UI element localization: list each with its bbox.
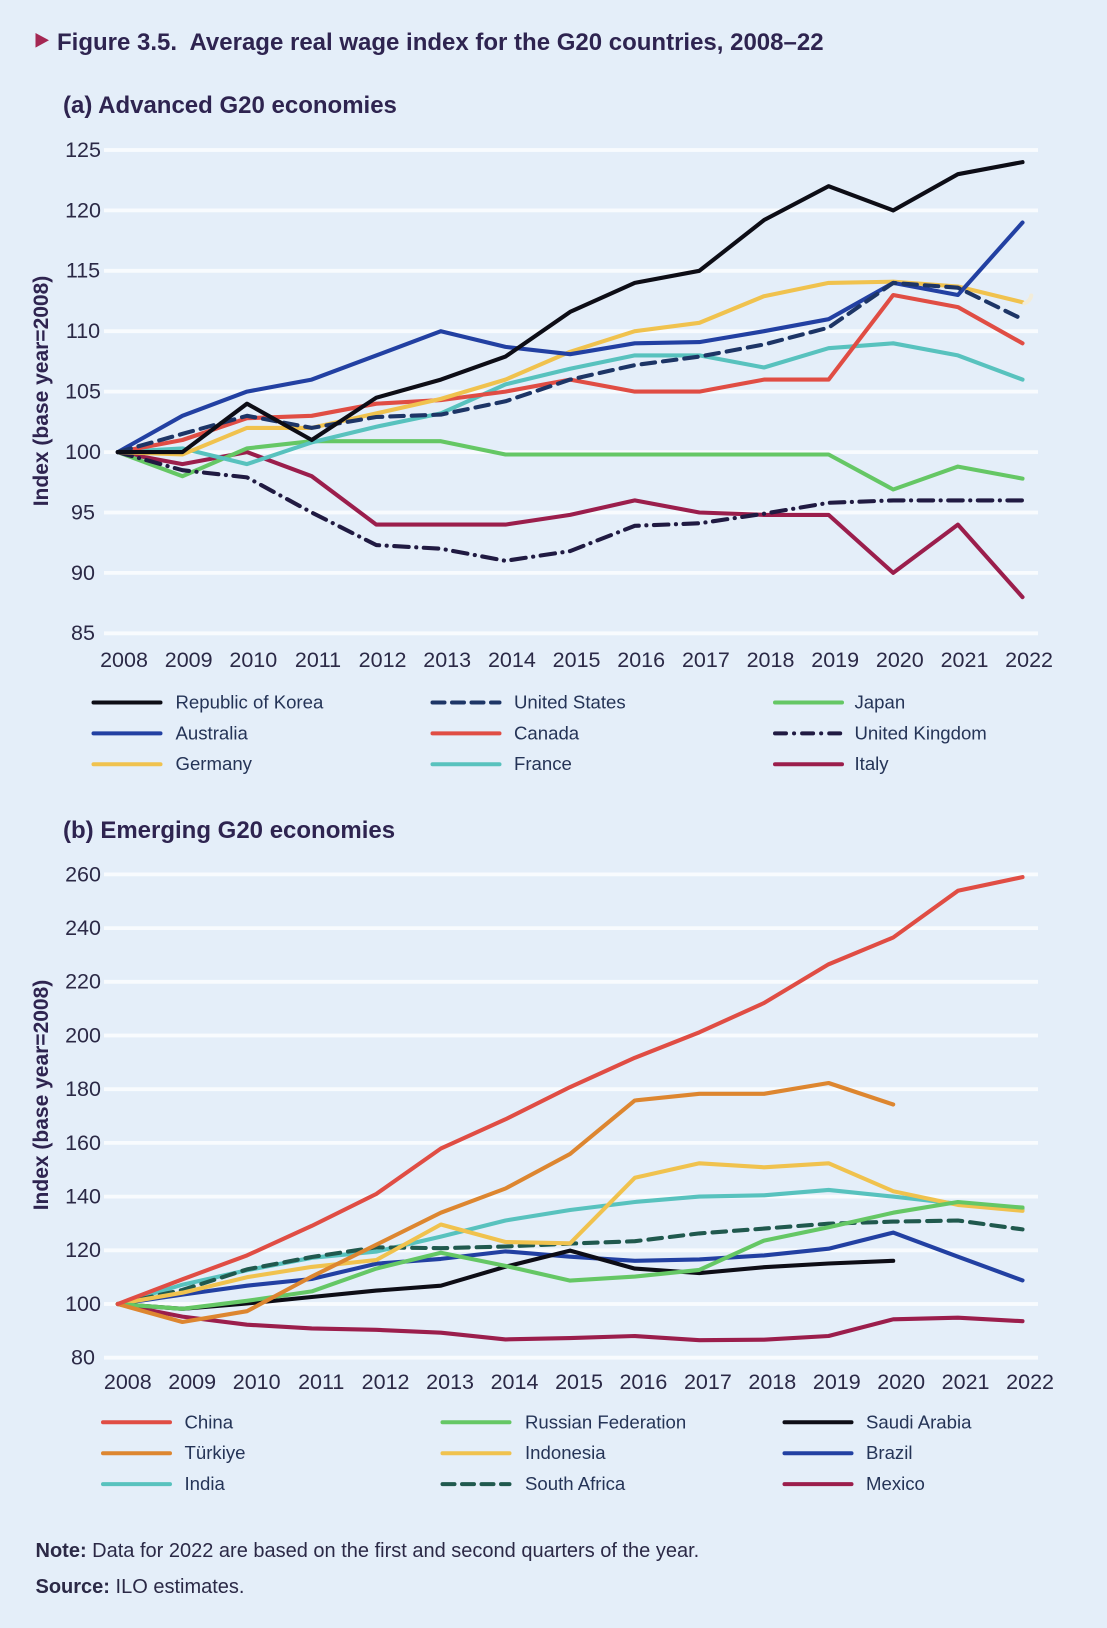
svg-text:(b) Emerging G20 economies: (b) Emerging G20 economies (63, 817, 395, 844)
svg-text:105: 105 (65, 380, 101, 404)
svg-text:Note: Data for 2022 are based: Note: Data for 2022 are based on the fir… (36, 1540, 700, 1562)
svg-text:(a) Advanced G20 economies: (a) Advanced G20 economies (63, 92, 397, 119)
svg-text:2013: 2013 (423, 648, 471, 672)
svg-text:2010: 2010 (229, 648, 277, 672)
svg-text:110: 110 (66, 319, 100, 343)
svg-text:Russian Federation: Russian Federation (525, 1411, 686, 1432)
svg-text:France: France (514, 753, 572, 774)
svg-text:China: China (185, 1411, 234, 1432)
svg-text:India: India (185, 1473, 226, 1494)
svg-text:2017: 2017 (684, 1370, 732, 1394)
svg-text:2011: 2011 (295, 648, 341, 672)
svg-text:120: 120 (65, 198, 101, 222)
svg-text:260: 260 (65, 862, 101, 886)
svg-text:Saudi Arabia: Saudi Arabia (866, 1411, 972, 1432)
svg-text:2014: 2014 (488, 648, 536, 672)
svg-text:95: 95 (71, 500, 95, 524)
svg-text:85: 85 (71, 621, 95, 645)
svg-text:100: 100 (65, 440, 101, 464)
svg-text:90: 90 (71, 561, 95, 585)
svg-text:2015: 2015 (555, 1370, 603, 1394)
svg-text:Japan: Japan (855, 692, 906, 713)
svg-text:240: 240 (65, 916, 101, 940)
svg-text:Türkiye: Türkiye (185, 1442, 246, 1463)
svg-text:2016: 2016 (619, 1370, 667, 1394)
svg-text:2009: 2009 (165, 648, 213, 672)
svg-text:2012: 2012 (359, 648, 407, 672)
svg-text:Index (base year=2008): Index (base year=2008) (30, 980, 53, 1211)
svg-text:2010: 2010 (233, 1370, 281, 1394)
svg-text:United Kingdom: United Kingdom (855, 722, 987, 743)
svg-text:Republic of Korea: Republic of Korea (176, 692, 324, 713)
svg-text:220: 220 (65, 970, 101, 994)
svg-text:2021: 2021 (942, 1370, 990, 1394)
svg-text:140: 140 (65, 1185, 101, 1209)
svg-text:Mexico: Mexico (866, 1473, 925, 1494)
svg-text:2008: 2008 (100, 648, 148, 672)
svg-text:Canada: Canada (514, 722, 580, 743)
svg-text:2008: 2008 (104, 1370, 152, 1394)
svg-text:Source: ILO estimates.: Source: ILO estimates. (36, 1576, 245, 1598)
svg-text:200: 200 (65, 1023, 101, 1047)
svg-text:160: 160 (65, 1131, 101, 1155)
svg-text:2020: 2020 (877, 1370, 925, 1394)
svg-text:2022: 2022 (1006, 1370, 1054, 1394)
svg-text:2015: 2015 (553, 648, 601, 672)
svg-text:2012: 2012 (362, 1370, 410, 1394)
svg-text:Brazil: Brazil (866, 1442, 913, 1463)
svg-text:2011: 2011 (298, 1370, 344, 1394)
svg-text:United States: United States (514, 692, 626, 713)
svg-text:2019: 2019 (811, 648, 859, 672)
svg-text:2009: 2009 (168, 1370, 216, 1394)
svg-text:2019: 2019 (813, 1370, 861, 1394)
svg-text:180: 180 (65, 1077, 101, 1101)
svg-text:2013: 2013 (426, 1370, 474, 1394)
svg-text:Germany: Germany (176, 753, 253, 774)
svg-text:Index (base year=2008): Index (base year=2008) (30, 276, 53, 507)
svg-text:2016: 2016 (617, 648, 665, 672)
svg-text:2014: 2014 (491, 1370, 539, 1394)
svg-text:2020: 2020 (876, 648, 924, 672)
svg-text:80: 80 (71, 1346, 95, 1370)
svg-text:2018: 2018 (747, 648, 795, 672)
svg-text:115: 115 (66, 259, 100, 283)
svg-text:2018: 2018 (748, 1370, 796, 1394)
svg-text:Italy: Italy (855, 753, 890, 774)
svg-text:2017: 2017 (682, 648, 730, 672)
svg-text:South Africa: South Africa (525, 1473, 626, 1494)
svg-text:2022: 2022 (1005, 648, 1053, 672)
svg-text:Figure 3.5. Average real wage: Figure 3.5. Average real wage index for … (57, 29, 824, 56)
svg-text:100: 100 (65, 1292, 101, 1316)
svg-text:120: 120 (65, 1238, 101, 1262)
svg-text:125: 125 (65, 138, 101, 162)
svg-text:2021: 2021 (941, 648, 989, 672)
svg-text:Indonesia: Indonesia (525, 1442, 606, 1463)
svg-text:Australia: Australia (176, 722, 249, 743)
